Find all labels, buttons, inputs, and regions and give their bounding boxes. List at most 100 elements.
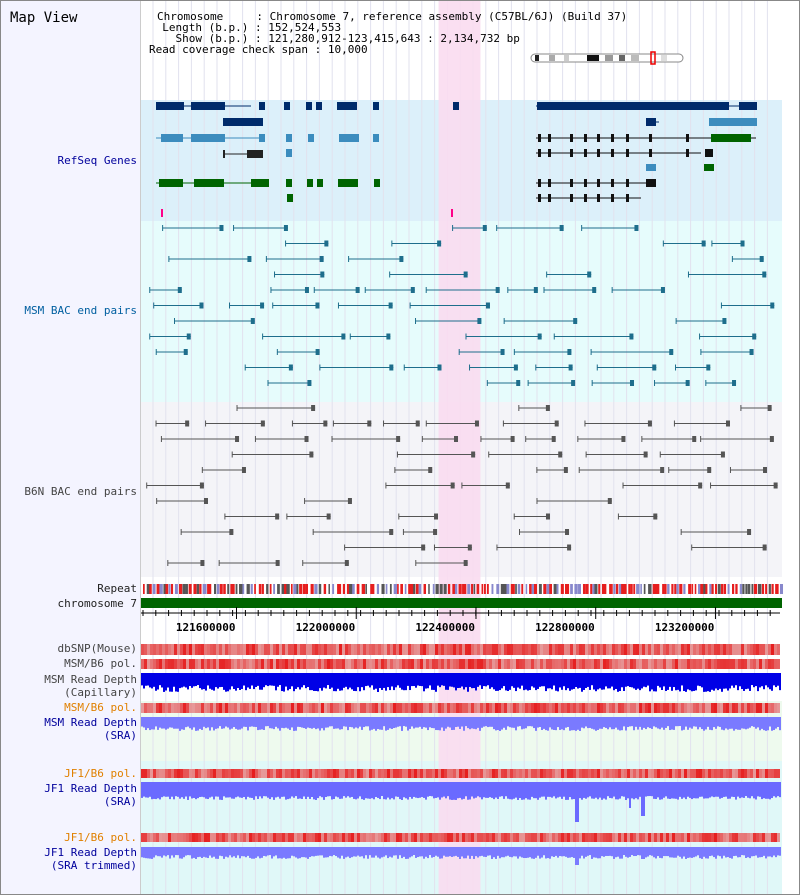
- msm-b6-pol-sra-heat-cell: [606, 703, 609, 713]
- axis-tick-label: 122400000: [415, 621, 475, 634]
- jf1-sra-depth-bar: [521, 782, 523, 800]
- repeat-mark: [742, 584, 745, 594]
- jf1-sra-depth-bar: [277, 782, 279, 797]
- jf1-sra-depth-bar: [741, 782, 743, 798]
- msm-sra-depth-bar: [431, 717, 433, 729]
- msm-b6-pol-heat-cell: [411, 659, 414, 669]
- jf1-sra-depth-bar: [601, 782, 603, 800]
- jf1-trimmed-depth-bar: [389, 847, 391, 857]
- jf1-b6-pol-heat-cell: [222, 769, 225, 778]
- jf1-b6-pol-heat-cell: [255, 769, 258, 778]
- jf1-sra-depth-bar: [717, 782, 719, 797]
- msm-b6-pol-sra-heat-cell: [393, 703, 396, 713]
- jf1-sra-depth-bar: [673, 782, 675, 799]
- msm-b6-pol-heat-cell: [237, 659, 240, 669]
- msm-b6-pol-sra-heat-cell: [633, 703, 636, 713]
- track-label-jf1-depth-trimmed[interactable]: JF1 Read Depth: [44, 846, 137, 859]
- msm-capillary-depth-bar: [415, 673, 417, 688]
- jf1-b6-pol-2-heat-cell: [774, 833, 777, 842]
- track-label-jf1-b6-pol-2[interactable]: JF1/B6 pol.: [64, 831, 137, 844]
- msm-b6-pol-sra-heat-cell: [474, 703, 477, 713]
- track-label-msm-bac[interactable]: MSM BAC end pairs: [24, 304, 137, 317]
- msm-b6-pol-heat-cell: [252, 659, 255, 669]
- msm-b6-pol-sra-heat-cell: [573, 703, 576, 713]
- jf1-b6-pol-2-heat-cell: [381, 833, 384, 842]
- msm-sra-depth-bar: [629, 717, 631, 727]
- jf1-trimmed-depth-bar: [451, 847, 453, 857]
- jf1-sra-depth-bar: [417, 782, 419, 799]
- jf1-b6-pol-2-heat-cell: [582, 833, 585, 842]
- repeat-mark: [239, 584, 243, 594]
- jf1-sra-depth-bar: [165, 782, 167, 797]
- dbsnp-heat-cell: [174, 644, 177, 655]
- track-label-msm-b6-pol[interactable]: MSM/B6 pol.: [64, 657, 137, 670]
- msm-sra-depth-bar: [433, 717, 435, 729]
- msm-sra-depth-bar: [389, 717, 391, 729]
- msm-sra-depth-bar: [737, 717, 739, 730]
- jf1-trimmed-depth-bar: [211, 847, 213, 858]
- jf1-sra-depth-bar: [653, 782, 655, 799]
- msm-b6-pol-sra-heat-cell: [510, 703, 513, 713]
- msm-sra-depth-bar: [559, 717, 561, 730]
- jf1-trimmed-depth-bar: [305, 847, 307, 858]
- repeat-mark: [413, 584, 416, 594]
- jf1-sra-depth-bar: [451, 782, 453, 800]
- jf1-sra-depth-bar: [425, 782, 427, 800]
- msm-sra-depth-bar: [593, 717, 595, 730]
- msm-capillary-depth-bar: [627, 673, 629, 687]
- msm-b6-pol-heat-cell: [336, 659, 339, 669]
- repeat-mark: [751, 584, 754, 594]
- track-label-b6n-bac[interactable]: B6N BAC end pairs: [24, 485, 137, 498]
- msm-sra-depth-bar: [305, 717, 307, 729]
- jf1-trimmed-depth-bar: [533, 847, 535, 859]
- track-label-msm-depth-sra[interactable]: MSM Read Depth: [44, 716, 137, 729]
- msm-capillary-depth-bar: [677, 673, 679, 690]
- msm-capillary-depth-bar: [593, 673, 595, 690]
- msm-b6-pol-sra-heat-cell: [375, 703, 378, 713]
- track-label-dbsnp[interactable]: dbSNP(Mouse): [57, 642, 137, 655]
- jf1-b6-pol-2-heat-cell: [150, 833, 153, 842]
- jf1-b6-pol-heat-cell: [507, 769, 510, 778]
- jf1-trimmed-depth-bar: [407, 847, 409, 859]
- gene-exon: [626, 134, 629, 142]
- repeat-mark: [662, 584, 665, 594]
- msm-sra-depth-bar: [383, 717, 385, 727]
- jf1-trimmed-depth-bar: [267, 847, 269, 856]
- jf1-b6-pol-heat-cell: [438, 769, 441, 778]
- dbsnp-heat-cell: [765, 644, 768, 655]
- track-label-jf1-b6-pol[interactable]: JF1/B6 pol.: [64, 767, 137, 780]
- jf1-b6-pol-heat-cell: [669, 769, 672, 778]
- track-label-msm-depth-capillary[interactable]: MSM Read Depth: [44, 673, 137, 686]
- track-label-refseq[interactable]: RefSeq Genes: [57, 154, 137, 167]
- dbsnp-heat-cell: [252, 644, 255, 655]
- msm-b6-pol-heat-cell: [441, 659, 444, 669]
- jf1-trimmed-depth-bar: [691, 847, 693, 858]
- dbsnp-heat-cell: [348, 644, 351, 655]
- repeat-mark: [594, 584, 598, 594]
- dbsnp-heat-cell: [150, 644, 153, 655]
- jf1-trimmed-depth-bar: [683, 847, 685, 857]
- msm-capillary-depth-bar: [297, 673, 299, 688]
- jf1-sra-depth-bar: [719, 782, 721, 799]
- jf1-sra-depth-bar: [265, 782, 267, 797]
- jf1-b6-pol-2-heat-cell: [228, 833, 231, 842]
- msm-sra-depth-bar: [531, 717, 533, 727]
- jf1-b6-pol-heat-cell: [303, 769, 306, 778]
- msm-sra-depth-bar: [775, 717, 777, 729]
- msm-b6-pol-heat-cell: [558, 659, 561, 669]
- dbsnp-heat-cell: [141, 644, 144, 655]
- jf1-trimmed-depth-bar: [457, 847, 459, 857]
- track-label-jf1-depth-sra[interactable]: JF1 Read Depth: [44, 782, 137, 795]
- jf1-b6-pol-heat-cell: [417, 769, 420, 778]
- jf1-sra-depth-bar: [479, 782, 481, 798]
- track-label-msm-b6-pol-sra[interactable]: MSM/B6 pol.: [64, 701, 137, 714]
- jf1-b6-pol-2-heat-cell: [309, 833, 312, 842]
- jf1-b6-pol-heat-cell: [696, 769, 699, 778]
- jf1-b6-pol-2-heat-cell: [465, 833, 468, 842]
- msm-b6-pol-heat-cell: [333, 659, 336, 669]
- dbsnp-heat-cell: [225, 644, 228, 655]
- msm-sra-depth-bar: [405, 717, 407, 727]
- msm-sra-depth-bar: [609, 717, 611, 728]
- jf1-b6-pol-heat-cell: [678, 769, 681, 778]
